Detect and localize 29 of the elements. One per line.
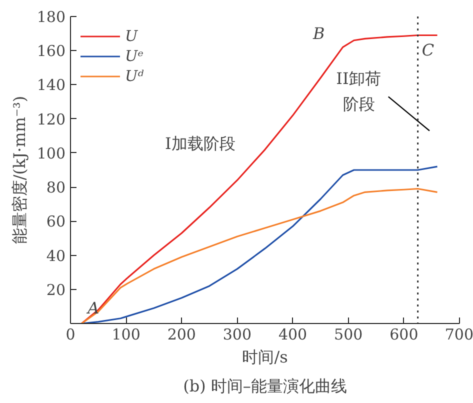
x-tick-label: 600 <box>390 326 418 344</box>
x-axis-title: 时间/s <box>242 348 288 366</box>
y-tick-label: 60 <box>46 212 66 231</box>
y-tick-label: 40 <box>46 246 66 265</box>
x-tick-label: 0 <box>66 326 76 344</box>
annotation: A <box>86 298 100 318</box>
y-tick-label: 80 <box>46 178 66 197</box>
x-tick-label: 500 <box>334 326 363 344</box>
y-tick-label: 100 <box>36 144 66 162</box>
x-tick-label: 700 <box>444 326 473 344</box>
legend-label: Uᵉ <box>125 47 144 65</box>
annotation: II卸荷 <box>336 69 381 88</box>
legend-label: U <box>125 27 139 45</box>
y-tick-label: 180 <box>36 8 66 26</box>
y-tick-label: 120 <box>36 110 66 128</box>
text: (b) 时间–能量演化曲线 <box>183 376 347 396</box>
annotation: B <box>312 24 326 44</box>
x-tick-label: 100 <box>112 326 140 344</box>
annotation: 阶段 <box>342 94 375 114</box>
y-axis-title: 能量密度/(kJ·mm⁻³) <box>10 96 29 244</box>
legend-label: Uᵈ <box>125 67 145 85</box>
x-tick-label: 200 <box>167 326 196 344</box>
annotation: C <box>422 40 434 60</box>
annotation: I加载阶段 <box>164 134 236 153</box>
x-tick-label: 400 <box>278 326 308 344</box>
x-tick-label: 300 <box>222 326 252 344</box>
y-tick-label: 140 <box>36 76 66 94</box>
y-tick-label: 160 <box>36 42 66 60</box>
y-tick-label: 20 <box>46 280 66 299</box>
